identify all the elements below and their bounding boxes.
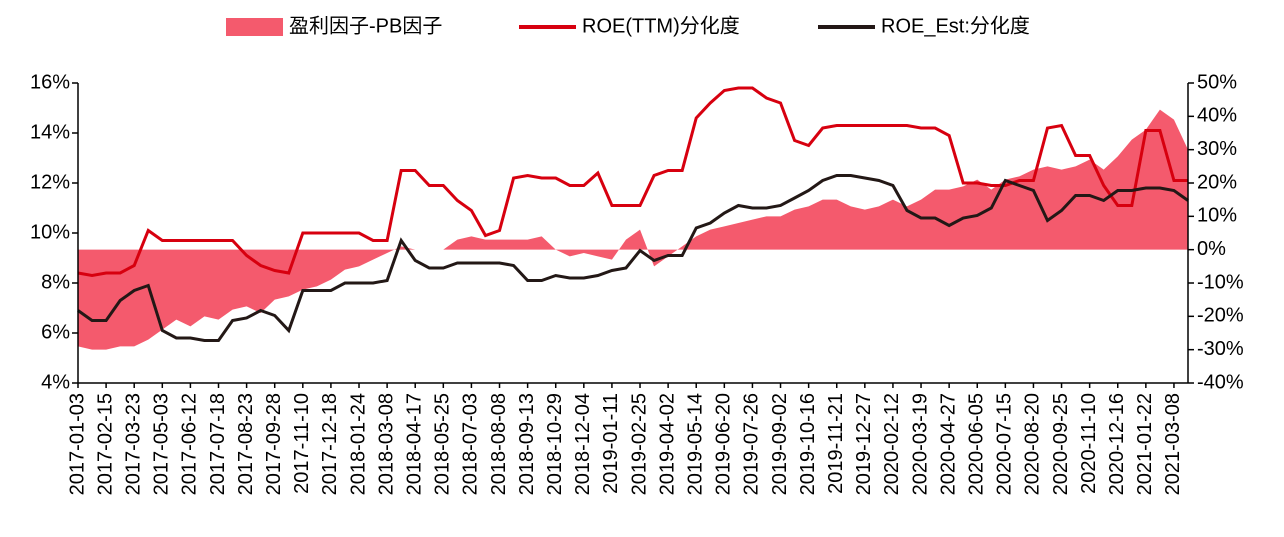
x-tick-label: 2020-12-16: [1106, 393, 1128, 495]
x-tick-label: 2018-01-24: [347, 393, 369, 495]
y-tick-label: 8%: [41, 271, 70, 293]
y2-tick-label: -30%: [1197, 338, 1244, 360]
x-tick-label: 2020-04-27: [937, 393, 959, 495]
x-tick-label: 2019-07-26: [741, 393, 763, 495]
y-tick-label: 12%: [30, 171, 70, 193]
y-tick-label: 16%: [30, 71, 70, 93]
x-tick-label: 2017-05-03: [151, 393, 173, 495]
y2-tick-label: -40%: [1197, 371, 1244, 393]
x-tick-label: 2017-08-23: [235, 393, 257, 495]
x-tick-label: 2017-07-18: [207, 393, 229, 495]
area: [78, 109, 1188, 350]
x-tick-label: 2019-02-25: [628, 393, 650, 495]
x-tick-label: 2021-03-08: [1162, 393, 1184, 495]
x-tick-label: 2020-02-12: [881, 393, 903, 495]
x-tick-label: 2019-06-20: [713, 393, 735, 495]
x-tick-label: 2019-09-02: [769, 393, 791, 495]
y2-tick-label: 30%: [1197, 138, 1237, 160]
y2-tick-label: 0%: [1197, 238, 1226, 260]
x-tick-label: 2021-01-22: [1134, 393, 1156, 495]
x-tick-label: 2019-04-02: [656, 393, 678, 495]
x-tick-label: 2017-06-12: [179, 393, 201, 495]
y-tick-label: 6%: [41, 321, 70, 343]
x-tick-label: 2017-12-18: [319, 393, 341, 495]
x-tick-label: 2018-03-08: [375, 393, 397, 495]
x-tick-label: 2018-12-04: [572, 393, 594, 495]
legend-label: 盈利因子-PB因子: [289, 14, 442, 37]
x-tick-label: 2018-09-13: [516, 393, 538, 495]
x-tick-label: 2020-09-25: [1050, 393, 1072, 495]
x-tick-label: 2020-11-10: [1078, 393, 1100, 494]
x-tick-label: 2020-06-05: [966, 393, 988, 495]
x-tick-label: 2017-09-28: [263, 393, 285, 495]
line: [77, 174, 1189, 342]
y-tick-label: 14%: [30, 121, 70, 143]
x-tick-label: 2017-01-03: [66, 393, 88, 495]
x-tick-label: 2017-02-15: [94, 393, 116, 495]
y2-tick-label: -10%: [1197, 271, 1244, 293]
x-tick-label: 2019-10-16: [797, 393, 819, 495]
x-tick-label: 2019-01-11: [600, 393, 622, 494]
y-tick-label: 4%: [41, 371, 70, 393]
x-tick-label: 2018-10-29: [544, 393, 566, 495]
legend-label: ROE(TTM)分化度: [582, 14, 740, 37]
x-tick-label: 2020-03-19: [909, 393, 931, 495]
legend-label: ROE_Est:分化度: [881, 14, 1030, 37]
legend-swatch: [226, 18, 283, 36]
x-tick-label: 2019-11-21: [825, 393, 847, 494]
y2-tick-label: 10%: [1197, 205, 1237, 227]
x-tick-label: 2018-07-03: [460, 393, 482, 495]
y2-tick-label: 20%: [1197, 171, 1237, 193]
y2-tick-label: 40%: [1197, 105, 1237, 127]
x-tick-label: 2020-08-20: [1022, 393, 1044, 495]
y-tick-label: 10%: [30, 221, 70, 243]
x-tick-label: 2019-12-27: [853, 393, 875, 495]
x-tick-label: 2018-05-25: [432, 393, 454, 495]
x-tick-label: 2017-11-10: [291, 393, 313, 494]
x-tick-label: 2018-08-08: [488, 393, 510, 495]
x-tick-label: 2018-04-17: [403, 393, 425, 495]
x-tick-label: 2019-05-14: [685, 393, 707, 495]
y2-tick-label: 50%: [1197, 71, 1237, 93]
x-tick-label: 2017-03-23: [122, 393, 144, 495]
y2-tick-label: -20%: [1197, 305, 1244, 327]
x-tick-label: 2020-07-15: [994, 393, 1016, 495]
